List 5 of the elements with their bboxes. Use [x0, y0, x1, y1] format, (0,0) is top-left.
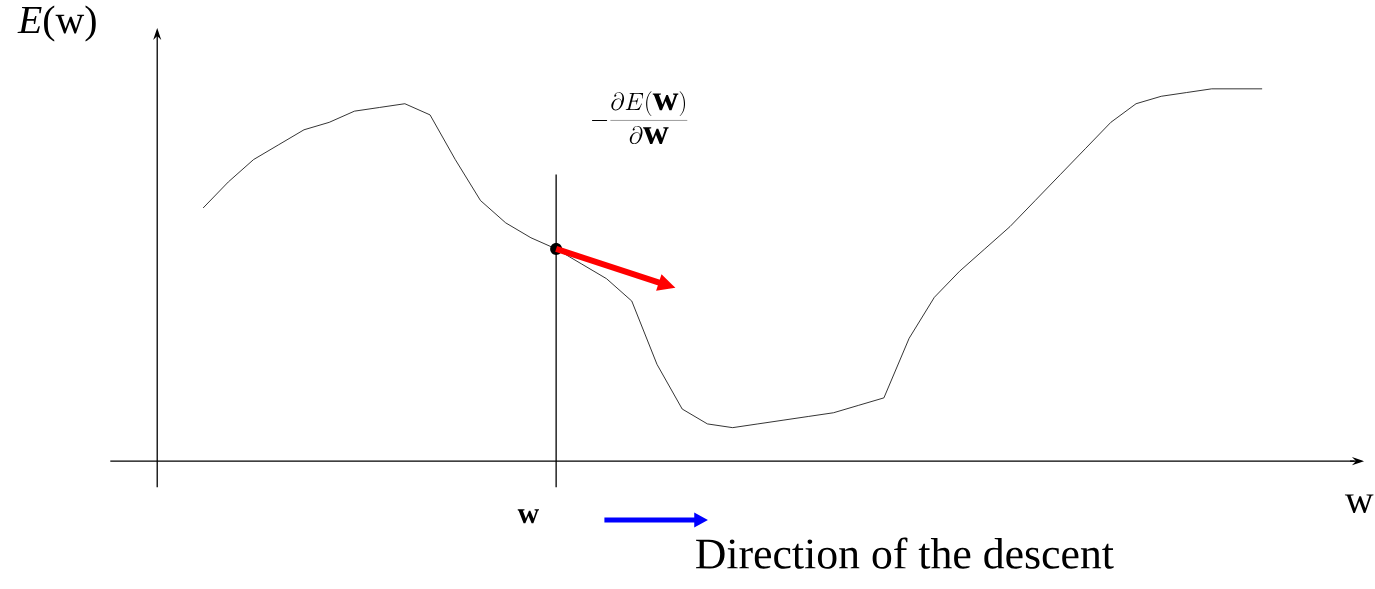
text: Direction of the descent: [696, 537, 1114, 569]
x-axis-title: w: [1344, 494, 1374, 514]
annotation: $-\frac{\partial E(\mathbf{w})}{\partial \mathbf{w}}$: [592, 91, 688, 145]
text: w: [517, 509, 540, 524]
y-axis-title: E(w): [17, 5, 96, 42]
